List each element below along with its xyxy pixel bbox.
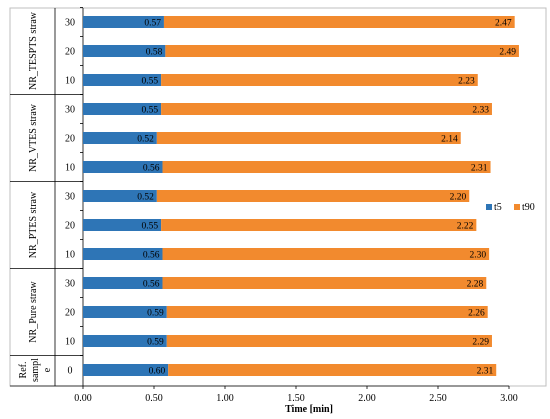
bars: 30 0.57 2.47 20 0.58 2.49 10 0.55 2.23 30 0.55 2.33… (65, 7, 519, 377)
category-label: 30 (65, 192, 75, 203)
x-tick-label: 2.00 (358, 393, 376, 404)
legend-label-t5: t5 (494, 202, 502, 213)
legend: t5 t90 (486, 202, 535, 213)
data-label-t90: 2.28 (467, 280, 484, 290)
group-label: NR_TESPTS straw (28, 11, 39, 90)
x-tick-label: 3.00 (500, 393, 518, 404)
bar-t90 (162, 161, 491, 173)
bar-t5 (83, 16, 164, 28)
bar-t5 (83, 103, 162, 115)
bar-t90 (162, 277, 487, 289)
data-label-t90: 2.20 (450, 193, 467, 203)
bar-t5 (83, 190, 157, 202)
legend-label-t90: t90 (522, 202, 535, 213)
bar-t90 (163, 16, 515, 28)
bar-t90 (168, 364, 497, 376)
category-label: 20 (65, 134, 75, 145)
data-label-t5: 0.56 (143, 251, 160, 261)
category-label: 30 (65, 18, 75, 29)
data-label-t90: 2.23 (458, 77, 475, 87)
bar-t5 (83, 277, 163, 289)
category-label: 10 (65, 250, 75, 261)
bar-t90 (156, 132, 461, 144)
category-label: 30 (65, 279, 75, 290)
x-axis: 0.00 0.50 1.00 1.50 2.00 2.50 3.00 (10, 385, 518, 404)
bar-t90 (162, 248, 490, 260)
bar-t90 (161, 103, 492, 115)
category-label: 0 (68, 366, 73, 377)
data-label-t90: 2.31 (471, 164, 488, 174)
bar-t5 (83, 161, 163, 173)
category-label: 20 (65, 308, 75, 319)
data-label-t5: 0.58 (146, 48, 163, 58)
data-label-t90: 2.26 (468, 309, 485, 319)
bar-t5 (83, 74, 162, 86)
x-tick-label: 0.50 (145, 393, 163, 404)
category-label: 30 (65, 105, 75, 116)
data-label-t90: 2.31 (477, 367, 494, 377)
category-label: 20 (65, 47, 75, 58)
category-label: 10 (65, 337, 75, 348)
data-label-t5: 0.52 (137, 193, 154, 203)
category-label: 20 (65, 221, 75, 232)
x-tick-label: 0.00 (74, 393, 92, 404)
data-label-t5: 0.55 (141, 222, 158, 232)
bar-t90 (161, 74, 478, 86)
x-tick-label: 2.50 (429, 393, 447, 404)
category-label: 10 (65, 163, 75, 174)
data-label-t5: 0.56 (143, 164, 160, 174)
bar-t5 (83, 364, 169, 376)
data-label-t5: 0.60 (149, 367, 166, 377)
x-axis-title: Time [min] (285, 404, 333, 415)
group-labels: NR_TESPTS straw NR_VTES straw NR_PTES stra… (18, 11, 53, 382)
bar-t5 (83, 335, 167, 347)
bar-t90 (165, 45, 519, 57)
data-label-t90: 2.29 (472, 338, 489, 348)
data-label-t5: 0.56 (143, 280, 160, 290)
data-label-t90: 2.14 (441, 135, 458, 145)
bar-t5 (83, 219, 162, 231)
x-tick-label: 1.00 (216, 393, 234, 404)
bar-t5 (83, 45, 166, 57)
group-label: NR_VTES straw (28, 103, 39, 172)
bar-t90 (166, 306, 488, 318)
data-label-t5: 0.57 (144, 19, 161, 29)
data-label-t5: 0.55 (141, 77, 158, 87)
data-label-t90: 2.30 (469, 251, 486, 261)
group-label: NR_Pure straw (28, 281, 39, 343)
group-label: Ref.sample (18, 358, 53, 382)
x-tick-label: 1.50 (287, 393, 305, 404)
bar-t90 (161, 219, 477, 231)
legend-swatch-t90 (514, 204, 520, 210)
category-label: 10 (65, 76, 75, 87)
data-label-t5: 0.59 (147, 309, 164, 319)
bar-t5 (83, 248, 163, 260)
bar-t90 (156, 190, 470, 202)
bar-t5 (83, 132, 157, 144)
bar-t5 (83, 306, 167, 318)
data-label-t5: 0.59 (147, 338, 164, 348)
data-label-t90: 2.49 (499, 48, 516, 58)
data-label-t90: 2.33 (472, 106, 489, 116)
data-label-t5: 0.52 (137, 135, 154, 145)
data-label-t5: 0.55 (141, 106, 158, 116)
bar-t90 (166, 335, 492, 347)
data-label-t90: 2.47 (495, 19, 512, 29)
data-label-t90: 2.22 (457, 222, 474, 232)
legend-swatch-t5 (486, 204, 492, 210)
group-label: NR_PTES straw (28, 191, 39, 258)
